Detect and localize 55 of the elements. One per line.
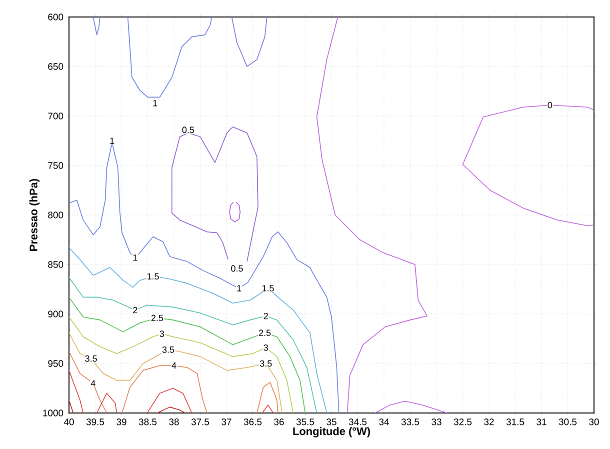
y-tick-label: 900 (48, 310, 64, 318)
annotation: 0.5 (182, 126, 194, 134)
annotation: 1 (133, 254, 138, 261)
x-tick-label: 40 (64, 418, 74, 426)
annotation: 1 (153, 100, 158, 106)
x-tick-label: 32 (484, 418, 494, 426)
annotation: 3 (264, 344, 268, 351)
line-series (68, 296, 306, 414)
line-series (171, 126, 258, 262)
x-tick-label: 31.5 (506, 418, 524, 426)
annotation: 4 (172, 362, 176, 369)
line-series (229, 202, 241, 222)
x-tick-label: 38 (169, 418, 179, 426)
y-tick-label: 850 (48, 261, 64, 268)
line-series (127, 17, 212, 98)
y-tick-label: 700 (48, 112, 64, 120)
annotation: 2 (133, 306, 138, 314)
annotation: 2 (264, 312, 268, 320)
x-tick-label: 37 (222, 418, 232, 426)
annotation: 0 (548, 102, 552, 108)
y-tick-label: 1000 (43, 410, 64, 416)
x-tick-label: 35 (326, 418, 336, 426)
annotation: 1 (110, 138, 114, 144)
annotation: 3 (160, 330, 164, 337)
x-tick-label: 37.5 (191, 418, 210, 426)
y-tick-label: 600 (48, 14, 64, 20)
x-tick-label: 35.5 (296, 418, 314, 426)
x-tick-label: 34.5 (348, 418, 367, 426)
x-tick-label: 39 (116, 418, 126, 426)
x-tick-label: 36.5 (244, 418, 262, 426)
line-series (231, 17, 268, 67)
y-tick-label: 650 (48, 63, 64, 70)
line-series (68, 351, 108, 414)
line-series (68, 142, 340, 414)
x-tick-label: 31 (536, 418, 546, 426)
y-tick-label: 800 (48, 212, 64, 218)
x-tick-label: 33 (432, 418, 442, 426)
y-tick-label: 950 (48, 360, 64, 367)
x-tick-label: 34 (379, 418, 389, 426)
line-series (256, 382, 278, 414)
x-tick-label: 39.5 (86, 418, 104, 426)
x-tick-label: 32.5 (454, 418, 472, 426)
x-tick-label: 30.5 (558, 418, 577, 426)
y-axis-title: Pressao (hPa) (29, 179, 40, 251)
x-tick-label: 30 (589, 418, 599, 426)
line-series (68, 247, 328, 414)
annotation: 0.5 (231, 265, 243, 272)
y-tick-label: 750 (48, 162, 64, 169)
annotation: 4 (90, 380, 96, 386)
line-series (316, 17, 428, 414)
annotation: 1 (237, 285, 242, 292)
x-tick-label: 33.5 (401, 418, 420, 426)
x-tick-label: 38.5 (138, 418, 157, 426)
x-axis-title: Longitude (°W) (293, 427, 370, 438)
x-tick-label: 36 (274, 418, 284, 426)
